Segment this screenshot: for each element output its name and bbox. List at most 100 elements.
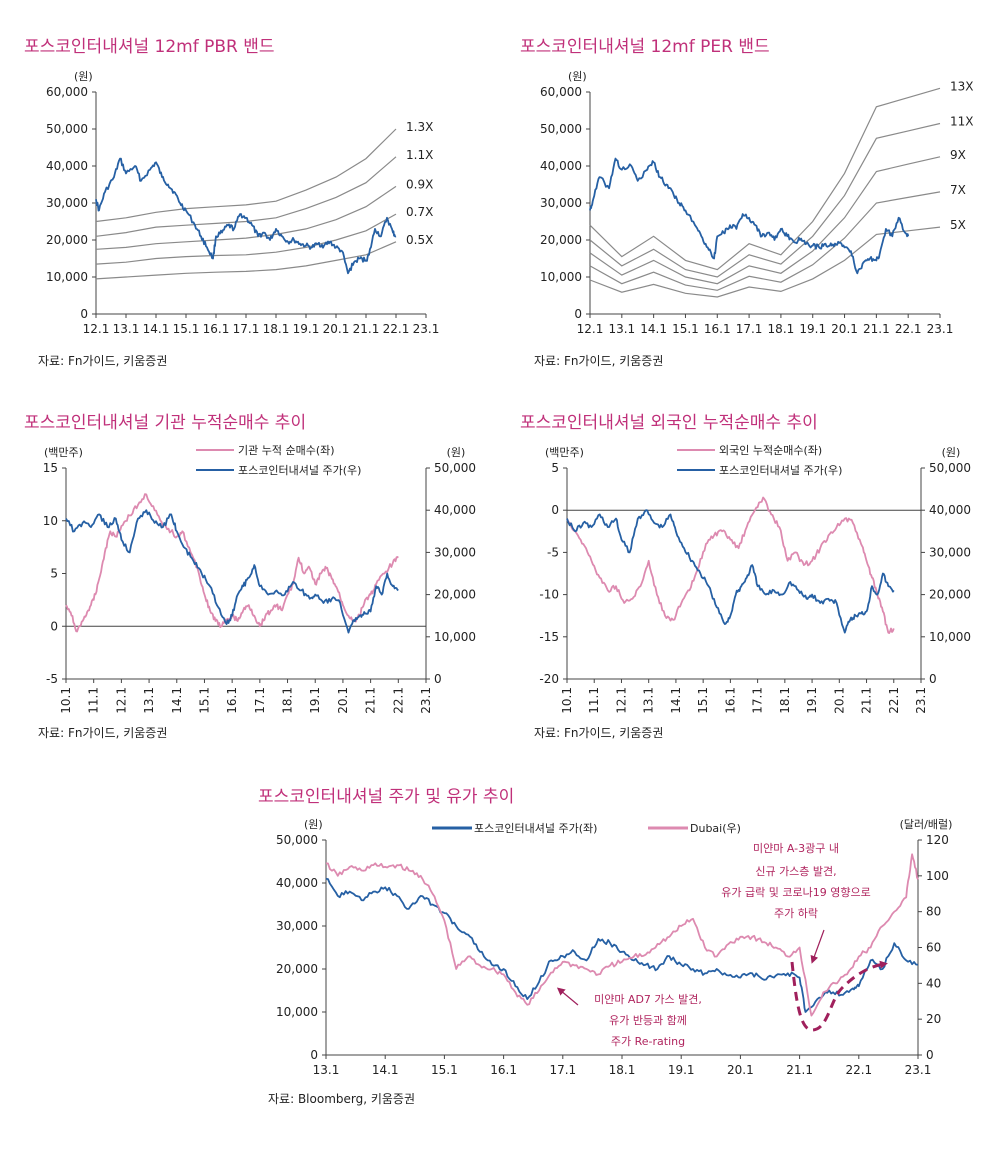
- oil-ylabel-right: (달러/배럴): [900, 818, 953, 831]
- per-band-label: 5X: [950, 218, 966, 232]
- pbr-band-label: 0.5X: [406, 233, 433, 247]
- per-xtick-label: 12.1: [577, 322, 604, 336]
- foreign-ytick-label: -15: [539, 630, 559, 644]
- foreign-xtick-label: 21.1: [860, 687, 874, 714]
- pbr-xtick-label: 23.1: [413, 322, 440, 336]
- inst-ytick-label: 10: [43, 514, 58, 528]
- foreign-xtick-label: 16.1: [723, 687, 737, 714]
- oil-trend-arrow: [790, 960, 888, 1032]
- foreign-xtick-label: 15.1: [696, 687, 710, 714]
- oil-ytick-label: 40,000: [276, 876, 318, 890]
- per-xtick-label: 13.1: [608, 322, 635, 336]
- foreign-series-0: [566, 496, 895, 634]
- foreign-series-1: [566, 509, 895, 634]
- foreign-legend-label: 외국인 누적순매수(좌): [719, 444, 822, 457]
- inst-xtick-label: 16.1: [225, 687, 239, 714]
- foreign-ytick-label: 0: [551, 503, 559, 517]
- oil-xtick-label: 15.1: [431, 1063, 458, 1077]
- inst-xtick-label: 17.1: [253, 687, 267, 714]
- oil-xtick-label: 16.1: [490, 1063, 517, 1077]
- pbr-ytick-label: 30,000: [46, 196, 88, 210]
- oil-ytick-right-label: 60: [926, 941, 941, 955]
- per-band-label: 9X: [950, 148, 966, 162]
- oil-legend-label: 포스코인터내셔널 주가(좌): [474, 822, 597, 835]
- oil-ytick-label: 30,000: [276, 919, 318, 933]
- per-ylabel: (원): [568, 70, 587, 83]
- oil-annotation-2-line: 유가 반등과 함께: [609, 1014, 687, 1027]
- inst-series-0: [65, 493, 399, 633]
- per-ytick-label: 60,000: [540, 85, 582, 99]
- foreign-ytick-label: -20: [539, 672, 559, 686]
- per-xtick-label: 19.1: [799, 322, 826, 336]
- oil-xtick-label: 19.1: [668, 1063, 695, 1077]
- oil-annotation-2-line: 미얀마 AD7 가스 발견,: [594, 992, 702, 1006]
- per-xtick-label: 14.1: [640, 322, 667, 336]
- pbr-ytick-label: 10,000: [46, 270, 88, 284]
- pbr-band-4: [95, 241, 397, 280]
- oil-annotation-1-line: 미얀마 A-3광구 내: [753, 841, 839, 855]
- inst-xtick-label: 18.1: [281, 687, 295, 714]
- foreign-xtick-label: 23.1: [914, 687, 928, 714]
- oil-legend-label: Dubai(우): [690, 822, 741, 835]
- oil-ytick-right-label: 20: [926, 1012, 941, 1026]
- oil-annotation-1-line: 유가 급락 및 코로나19 영향으로: [721, 886, 870, 899]
- per-band-0: [589, 87, 941, 271]
- pbr-xtick-label: 15.1: [173, 322, 200, 336]
- foreign-xtick-label: 10.1: [560, 687, 574, 714]
- per-band-4: [589, 226, 941, 298]
- pbr-xtick-label: 16.1: [203, 322, 230, 336]
- foreign-ylabel: (백만주): [545, 446, 584, 459]
- foreign-ytick-right-label: 40,000: [929, 503, 971, 517]
- oil-annotation-2-arrow: [556, 987, 579, 1006]
- pbr-xtick-label: 20.1: [323, 322, 350, 336]
- oil-annotation-1-arrow: [810, 929, 825, 964]
- oil-ylabel: (원): [304, 818, 323, 831]
- foreign-xtick-label: 22.1: [887, 687, 901, 714]
- per-xtick-label: 22.1: [895, 322, 922, 336]
- pbr-series-0: [95, 157, 397, 275]
- pbr-band-1: [95, 156, 397, 237]
- foreign-ytick-right-label: 10,000: [929, 630, 971, 644]
- inst-xtick-label: 15.1: [197, 687, 211, 714]
- per-ytick-label: 40,000: [540, 159, 582, 173]
- pbr-xtick-label: 22.1: [383, 322, 410, 336]
- oil-ytick-right-label: 80: [926, 905, 941, 919]
- inst-ytick-right-label: 0: [434, 672, 442, 686]
- per-xtick-label: 16.1: [704, 322, 731, 336]
- foreign-ylabel-right: (원): [942, 446, 961, 459]
- oil-ytick-right-label: 40: [926, 976, 941, 990]
- oil-chart-title: 포스코인터내셔널 주가 및 유가 추이: [258, 787, 515, 807]
- per-ytick-label: 50,000: [540, 122, 582, 136]
- inst-xtick-label: 20.1: [336, 687, 350, 714]
- inst-xtick-label: 19.1: [308, 687, 322, 714]
- inst-ylabel: (백만주): [44, 446, 83, 459]
- pbr-ytick-label: 40,000: [46, 159, 88, 173]
- foreign-chart-title: 포스코인터내셔널 외국인 누적순매수 추이: [520, 413, 818, 433]
- foreign-ytick-right-label: 30,000: [929, 545, 971, 559]
- pbr-band-label: 1.1X: [406, 148, 433, 162]
- per-xtick-label: 18.1: [768, 322, 795, 336]
- oil-ytick-right-label: 120: [926, 833, 949, 847]
- oil-annotation-2-line: 주가 Re-rating: [611, 1035, 685, 1048]
- foreign-xtick-label: 17.1: [751, 687, 765, 714]
- per-ytick-label: 10,000: [540, 270, 582, 284]
- pbr-xtick-label: 13.1: [113, 322, 140, 336]
- per-band-label: 11X: [950, 114, 974, 128]
- per-series-0: [589, 157, 910, 275]
- inst-ytick-right-label: 30,000: [434, 545, 476, 559]
- per-xtick-label: 15.1: [672, 322, 699, 336]
- oil-xtick-label: 13.1: [313, 1063, 340, 1077]
- pbr-band-label: 0.7X: [406, 205, 433, 219]
- oil-ytick-label: 50,000: [276, 833, 318, 847]
- per-band-2: [589, 156, 941, 285]
- oil-series-1: [325, 853, 919, 1017]
- inst-source: 자료: Fn가이드, 키움증권: [38, 726, 168, 740]
- pbr-band-2: [95, 185, 397, 250]
- oil-ytick-label: 20,000: [276, 962, 318, 976]
- per-ytick-label: 20,000: [540, 233, 582, 247]
- oil-xtick-label: 20.1: [727, 1063, 754, 1077]
- foreign-source: 자료: Fn가이드, 키움증권: [534, 726, 664, 740]
- oil-xtick-label: 22.1: [845, 1063, 872, 1077]
- oil-ytick-right-label: 100: [926, 869, 949, 883]
- pbr-ytick-label: 20,000: [46, 233, 88, 247]
